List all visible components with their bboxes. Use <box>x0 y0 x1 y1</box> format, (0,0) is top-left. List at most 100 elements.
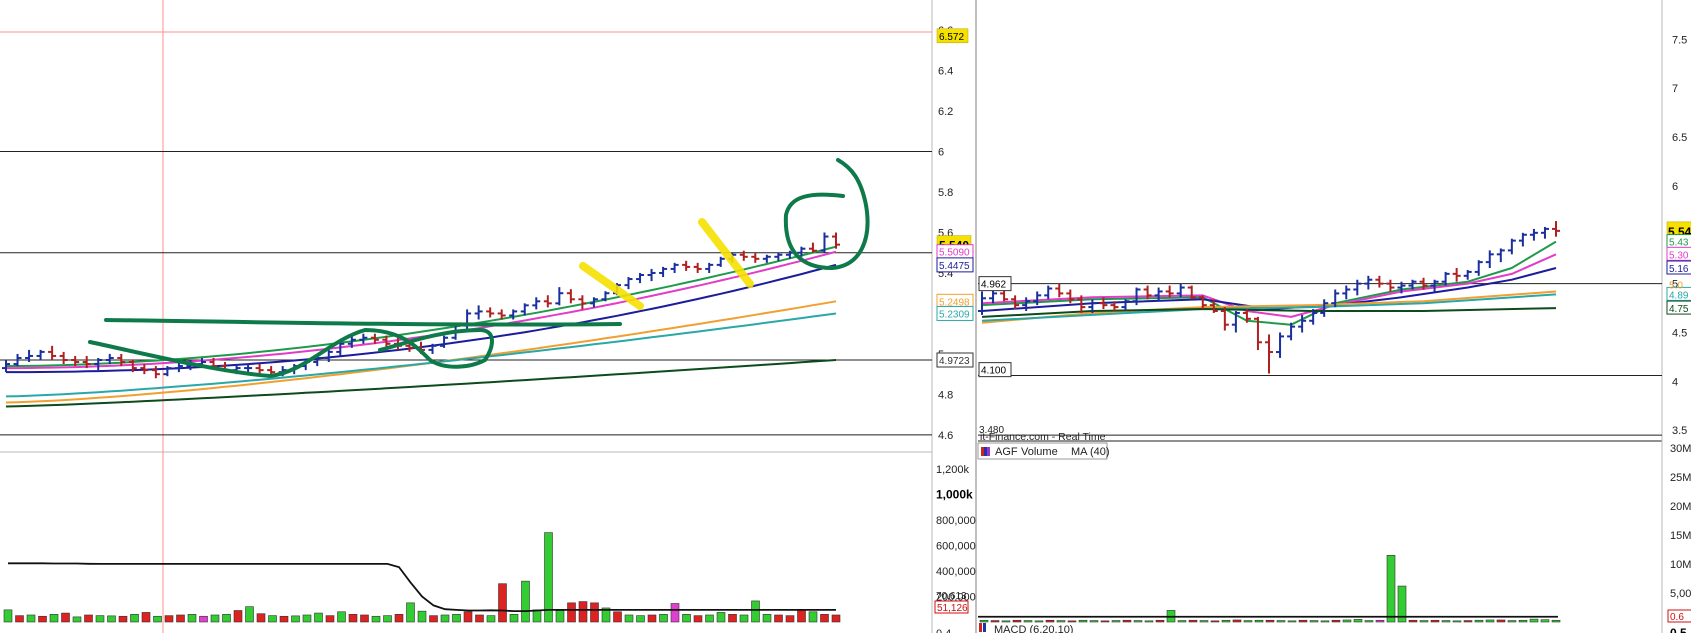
right-volume-bar <box>1023 620 1033 623</box>
left-price-tick: 6 <box>938 147 944 159</box>
right-ohlc-bar <box>1441 271 1450 286</box>
right-ohlc-bar <box>1209 299 1218 313</box>
left-ohlc-bar <box>163 366 172 377</box>
left-ohlc-bar <box>151 366 160 379</box>
left-volume-bar <box>509 614 519 623</box>
right-volume-bar <box>1199 620 1209 623</box>
right-bottom-clip-label: 0.5 <box>1670 626 1687 633</box>
right-volume-bar <box>1386 554 1396 623</box>
left-ohlc-bar <box>751 252 760 263</box>
left-volume-bar <box>820 614 829 623</box>
right-volume-bar <box>1155 619 1165 623</box>
left-ohlc-bar <box>244 364 253 373</box>
left-volume-bar <box>314 612 323 623</box>
right-volume-bar <box>1144 620 1154 623</box>
left-volume-bar <box>61 612 70 623</box>
right-volume-legend[interactable]: AGF Volume MA (40) <box>977 442 1110 460</box>
left-bottom-clip-label: 0.4 <box>936 628 951 633</box>
right-ma-value: 5.43 <box>1669 238 1689 249</box>
left-price-label-bg <box>936 28 969 44</box>
left-volume-bar <box>693 615 703 623</box>
left-ohlc-bar <box>762 254 771 263</box>
left-ohlc-bar <box>774 252 783 261</box>
left-volume-bar <box>624 614 634 623</box>
right-ohlc-bar <box>1143 285 1152 300</box>
right-ohlc-bar <box>1309 309 1318 325</box>
right-ohlc-bar <box>1088 299 1097 313</box>
left-price-label: 6.572 <box>939 32 964 43</box>
left-volume-bar <box>222 614 231 623</box>
right-ohlc-bar <box>1298 314 1307 333</box>
left-volume-bar <box>498 583 507 623</box>
right-ohlc-bar <box>1066 289 1075 304</box>
left-ohlc-bar <box>647 268 656 282</box>
right-volume-bar <box>1045 619 1055 623</box>
left-volume-bar <box>187 614 197 623</box>
right-ohlc-bar <box>1121 299 1130 311</box>
left-volume-bar <box>613 611 622 623</box>
right-volume-tick: 15M <box>1670 530 1691 542</box>
left-volume-bar <box>716 612 726 623</box>
left-volume-bar <box>521 580 530 623</box>
right-ohlc-bar <box>1077 295 1086 313</box>
right-volume-bar <box>1430 619 1440 623</box>
left-volume-tick: 800,000 <box>936 515 976 527</box>
legend-series: Volume <box>1021 446 1058 458</box>
left-ohlc-bar <box>659 266 668 278</box>
annotation-yellow-stroke-1 <box>579 262 644 310</box>
right-ohlc-bar <box>1342 285 1351 300</box>
left-volume-bar <box>38 615 47 623</box>
left-volume-bar <box>578 601 588 623</box>
left-volume-bar <box>774 614 783 623</box>
left-volume-bar <box>670 603 680 623</box>
right-volume-bar <box>1375 619 1385 623</box>
right-macd-header[interactable]: MACD (6,20,10) <box>979 623 1073 633</box>
source-label: it-Finance.com - Real Time <box>980 431 1106 443</box>
right-volume-bar <box>1210 620 1220 623</box>
right-ma-value: 4.89 <box>1669 290 1689 301</box>
right-ohlc-bar <box>1518 232 1527 247</box>
right-ma-value-box <box>1666 246 1691 261</box>
left-ohlc-bar <box>705 262 714 273</box>
right-volume-bar <box>1188 619 1198 623</box>
left-volume-bar <box>601 607 611 623</box>
left-volume-last-value: 51,126 <box>937 603 968 614</box>
right-ohlc-bar <box>1253 316 1262 351</box>
right-price-tick: 3.5 <box>1672 425 1687 437</box>
right-price-tick: 6 <box>1672 181 1678 193</box>
left-ohlc-bar <box>36 349 45 360</box>
right-price-tick: 4 <box>1672 376 1678 388</box>
right-ohlc-bar <box>1529 228 1538 241</box>
left-ma-value: 5.5090 <box>939 248 970 259</box>
right-price-tick: 4.5 <box>1672 328 1687 340</box>
right-clipped-ma-value: 5.0 <box>1669 281 1683 292</box>
right-volume-bar <box>1441 620 1451 623</box>
right-volume-bar <box>1221 619 1231 623</box>
legend-ticker: AGF <box>995 446 1018 458</box>
left-volume-bar <box>348 614 358 623</box>
right-volume-tick: 10M <box>1670 559 1691 571</box>
left-ohlc-bar <box>13 353 22 367</box>
right-volume-bar <box>1001 620 1011 623</box>
left-volume-bar <box>210 614 220 623</box>
left-volume-bar <box>452 614 461 623</box>
left-ohlc-bar <box>739 250 748 261</box>
left-ohlc-bar <box>566 289 575 304</box>
left-volume-bar <box>49 614 59 623</box>
right-ohlc-bar <box>1198 295 1207 310</box>
right-ohlc-bar <box>1386 279 1395 292</box>
left-volume-bar <box>245 606 254 623</box>
legend-swatch-violet <box>987 447 990 456</box>
volume-bars-layer <box>3 532 1561 623</box>
left-ohlc-bar <box>578 295 587 310</box>
right-volume-bar <box>1056 620 1066 623</box>
right-volume-bar <box>1309 620 1319 623</box>
right-volume-tick: 25M <box>1670 472 1691 484</box>
right-volume-bar <box>1518 619 1528 623</box>
left-ohlc-bar <box>589 297 598 308</box>
left-price-tick: 4.6 <box>938 430 953 442</box>
right-ohlc-bar <box>1474 260 1483 276</box>
right-volume-bar <box>1287 620 1297 623</box>
left-ohlc-bar <box>94 357 103 371</box>
